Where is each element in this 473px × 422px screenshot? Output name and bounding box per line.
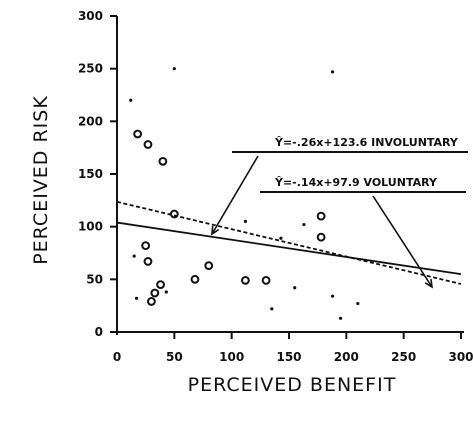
arrow-head [211, 225, 220, 236]
open-circle-point [143, 257, 153, 266]
voluntary-regression-line [116, 221, 462, 276]
filled-dot-point [134, 296, 139, 300]
arrow-head [424, 278, 434, 289]
axes [110, 15, 464, 339]
involuntary-leader-arrow [211, 155, 259, 236]
x-tick-label: 150 [276, 350, 301, 364]
open-circle-point [204, 261, 214, 271]
filled-dot-point [293, 286, 297, 290]
open-circle-point [158, 156, 168, 166]
y-tick-label: 50 [86, 272, 103, 286]
open-circle-point [141, 241, 151, 251]
voluntary-leader-arrow [372, 195, 434, 289]
open-circle-point [241, 275, 250, 285]
y-tick-label: 300 [78, 9, 103, 23]
filled-dot-point [270, 307, 274, 311]
open-circle-point [133, 129, 143, 139]
filled-dot-point [339, 316, 343, 320]
x-axis-title: PERCEIVED BENEFIT [188, 374, 397, 396]
involuntary-equation-label: Ŷ=-.26x+123.6 INVOLUNTARY [274, 136, 459, 149]
data-points [129, 67, 360, 320]
x-tick-label: 200 [334, 350, 359, 364]
open-circle-point [169, 209, 179, 219]
x-tick-label: 100 [219, 350, 244, 364]
y-tick-label: 0 [95, 325, 103, 339]
filled-dot-point [302, 222, 306, 227]
open-circle-point [150, 288, 160, 298]
x-tick-label: 50 [166, 350, 183, 364]
y-tick-label: 100 [78, 220, 103, 234]
open-circle-point [147, 297, 156, 306]
filled-dot-point [330, 294, 335, 298]
tick-labels: 0 50 100 150 200 250 300 0 50 100 150 200 250 300 [78, 9, 473, 364]
annotations: Ŷ=-.26x+123.6 INVOLUNTARY Ŷ=-.14x+97.9 VO… [211, 136, 468, 289]
arrow-shaft [372, 195, 433, 288]
filled-dot-point [279, 236, 283, 240]
y-axis-title: PERCEIVED RISK [30, 95, 52, 265]
filled-dot-point [164, 290, 168, 294]
filled-dot-point [132, 254, 136, 258]
regression-lines [116, 200, 462, 285]
open-circle-point [143, 140, 153, 149]
arrow-shaft [211, 155, 259, 235]
open-circle-point [316, 232, 326, 242]
open-circle-point [316, 211, 326, 221]
filled-dot-point [172, 67, 176, 71]
open-circle-point [261, 275, 271, 285]
filled-dot-point [129, 98, 133, 102]
x-tick-label: 300 [448, 350, 473, 364]
y-tick-label: 250 [78, 62, 103, 76]
x-tick-label: 0 [113, 350, 121, 364]
open-circle-point [156, 280, 165, 290]
x-tick-label: 250 [391, 350, 416, 364]
y-tick-label: 200 [78, 114, 103, 128]
voluntary-equation-label: Ŷ=-.14x+97.9 VOLUNTARY [274, 176, 438, 189]
filled-dot-point [330, 70, 335, 74]
involuntary-regression-line [116, 200, 462, 285]
filled-dot-point [243, 219, 248, 223]
y-tick-label: 150 [78, 167, 103, 181]
filled-dot-point [356, 301, 360, 306]
open-circle-point [190, 274, 200, 284]
